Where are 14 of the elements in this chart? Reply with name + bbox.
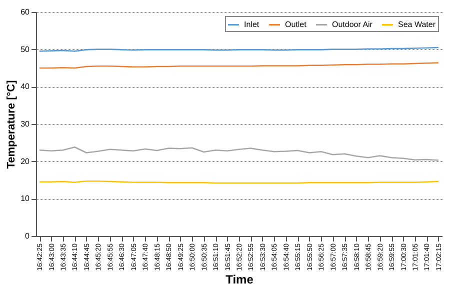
x-axis-title: Time [226,272,254,287]
line-series [38,146,440,161]
legend-label: Outdoor Air [332,20,373,29]
y-tick-label: 40 [20,82,30,92]
y-axis-title: Temperature [°C] [6,80,18,169]
y-tick-label: 60 [20,8,30,16]
y-tick-label: 10 [20,194,30,204]
y-tick-label: 50 [20,44,30,54]
y-tick-label: 0 [25,232,30,240]
legend-label: Sea Water [398,20,436,29]
y-tick-label: 20 [20,156,30,166]
legend-label: Inlet [244,20,260,29]
legend-label: Outlet [285,20,308,29]
y-tick-label: 30 [20,120,30,128]
